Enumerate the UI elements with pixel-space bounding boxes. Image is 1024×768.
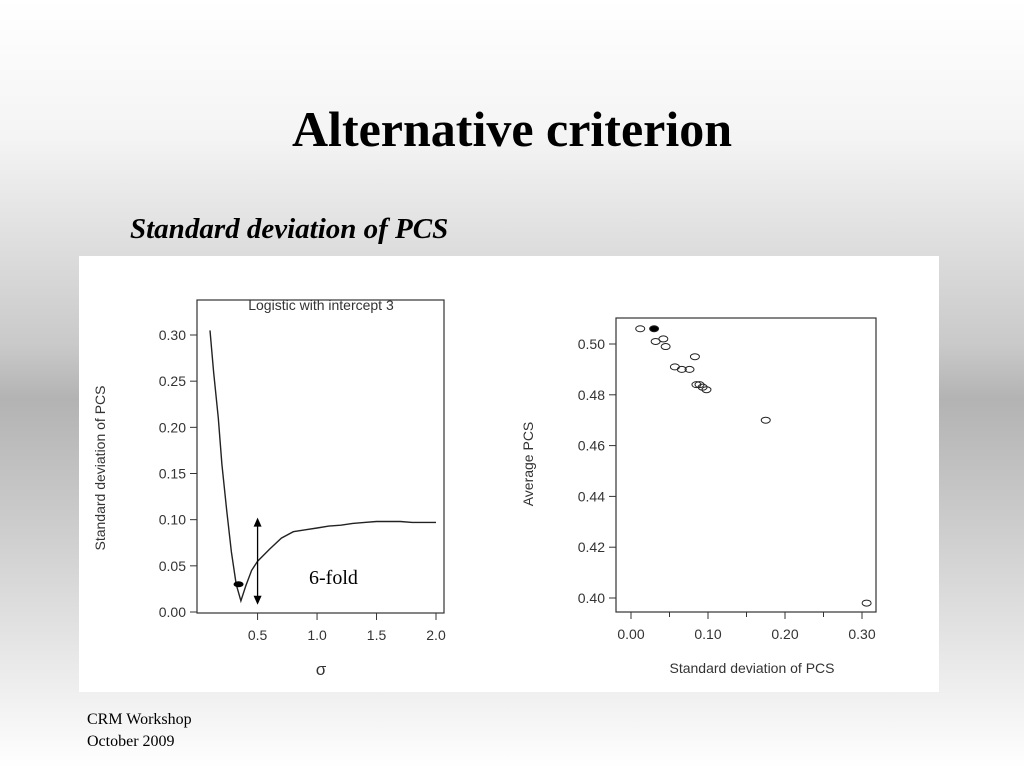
right-y-tick-label: 0.46 [578, 438, 605, 454]
right-scatter-point-filled [649, 325, 660, 333]
left-chart-title: Logistic with intercept 3 [248, 297, 394, 313]
right-scatter-point [676, 365, 687, 373]
footer-line-2: October 2009 [87, 733, 175, 750]
right-scatter-point [861, 599, 872, 607]
right-y-tick-label: 0.48 [578, 387, 605, 403]
left-marker-point [233, 581, 244, 588]
right-y-tick-label: 0.50 [578, 336, 605, 352]
left-y-tick-label: 0.25 [159, 373, 186, 389]
right-x-axis: 0.00 0.10 0.20 0.30 [617, 612, 876, 642]
right-x-axis-label: Standard deviation of PCS [670, 660, 835, 676]
left-annotation: 6-fold [309, 567, 358, 589]
left-y-tick-label: 0.30 [159, 327, 186, 343]
left-range-arrow-head-bottom [253, 595, 262, 605]
left-range-arrow-head-top [253, 517, 262, 527]
right-plot-frame [615, 317, 877, 613]
right-scatter-point [684, 365, 695, 373]
figure-panel: Logistic with intercept 3 0.00 0.05 0.10 0.… [79, 256, 939, 692]
right-x-tick-label: 0.00 [617, 626, 644, 642]
left-y-axis: 0.00 0.05 0.10 0.15 0.20 0.25 0.30 [159, 327, 197, 620]
footer: CRM Workshop October 2009 [87, 709, 192, 753]
right-y-axis: 0.40 0.42 0.44 0.46 0.48 0.50 [578, 336, 616, 606]
right-chart: 0.40 0.42 0.44 0.46 0.48 0.50 0.00 0.10 0.20 0.3… [520, 317, 877, 676]
right-scatter-point [689, 353, 700, 361]
left-series [209, 330, 436, 605]
right-x-tick-label: 0.10 [694, 626, 721, 642]
left-x-tick-label: 0.5 [248, 627, 268, 643]
right-scatter-point [635, 325, 646, 333]
right-x-tick-label: 0.30 [848, 626, 875, 642]
left-series-line [209, 330, 436, 604]
left-y-axis-label: Standard deviation of PCS [92, 386, 108, 551]
slide-title: Alternative criterion [291, 101, 733, 157]
left-x-tick-label: 2.0 [426, 627, 446, 643]
left-y-tick-label: 0.15 [159, 466, 186, 482]
left-x-axis-label: σ [316, 660, 327, 679]
footer-line-1: CRM Workshop [87, 711, 192, 728]
left-x-tick-label: 1.5 [367, 627, 387, 643]
right-scatter-point [760, 416, 771, 424]
right-y-tick-label: 0.44 [578, 488, 605, 504]
right-scatter-point [701, 386, 712, 394]
right-scatter-point [660, 343, 671, 351]
left-chart: Logistic with intercept 3 0.000.050.100.… [92, 297, 446, 679]
left-y-tick-label: 0.20 [159, 419, 186, 435]
right-x-tick-label: 0.20 [771, 626, 798, 642]
right-series [635, 325, 872, 607]
left-y-tick-label: 0.00 [159, 604, 186, 620]
slide-subtitle: Standard deviation of PCS [130, 213, 449, 245]
right-scatter-point [658, 335, 669, 343]
right-y-axis-label: Average PCS [520, 422, 536, 507]
left-plot-frame [196, 299, 445, 614]
left-x-axis: 0.5 1.0 1.5 2.0 [248, 613, 446, 643]
left-y-tick-label: 0.10 [159, 512, 186, 528]
left-y-tick-label: 0.05 [159, 558, 186, 574]
left-x-tick-label: 1.0 [307, 627, 327, 643]
right-y-tick-label: 0.40 [578, 590, 605, 606]
right-y-tick-label: 0.42 [578, 539, 605, 555]
figure-svg: Logistic with intercept 3 0.000.050.100.… [92, 297, 877, 679]
